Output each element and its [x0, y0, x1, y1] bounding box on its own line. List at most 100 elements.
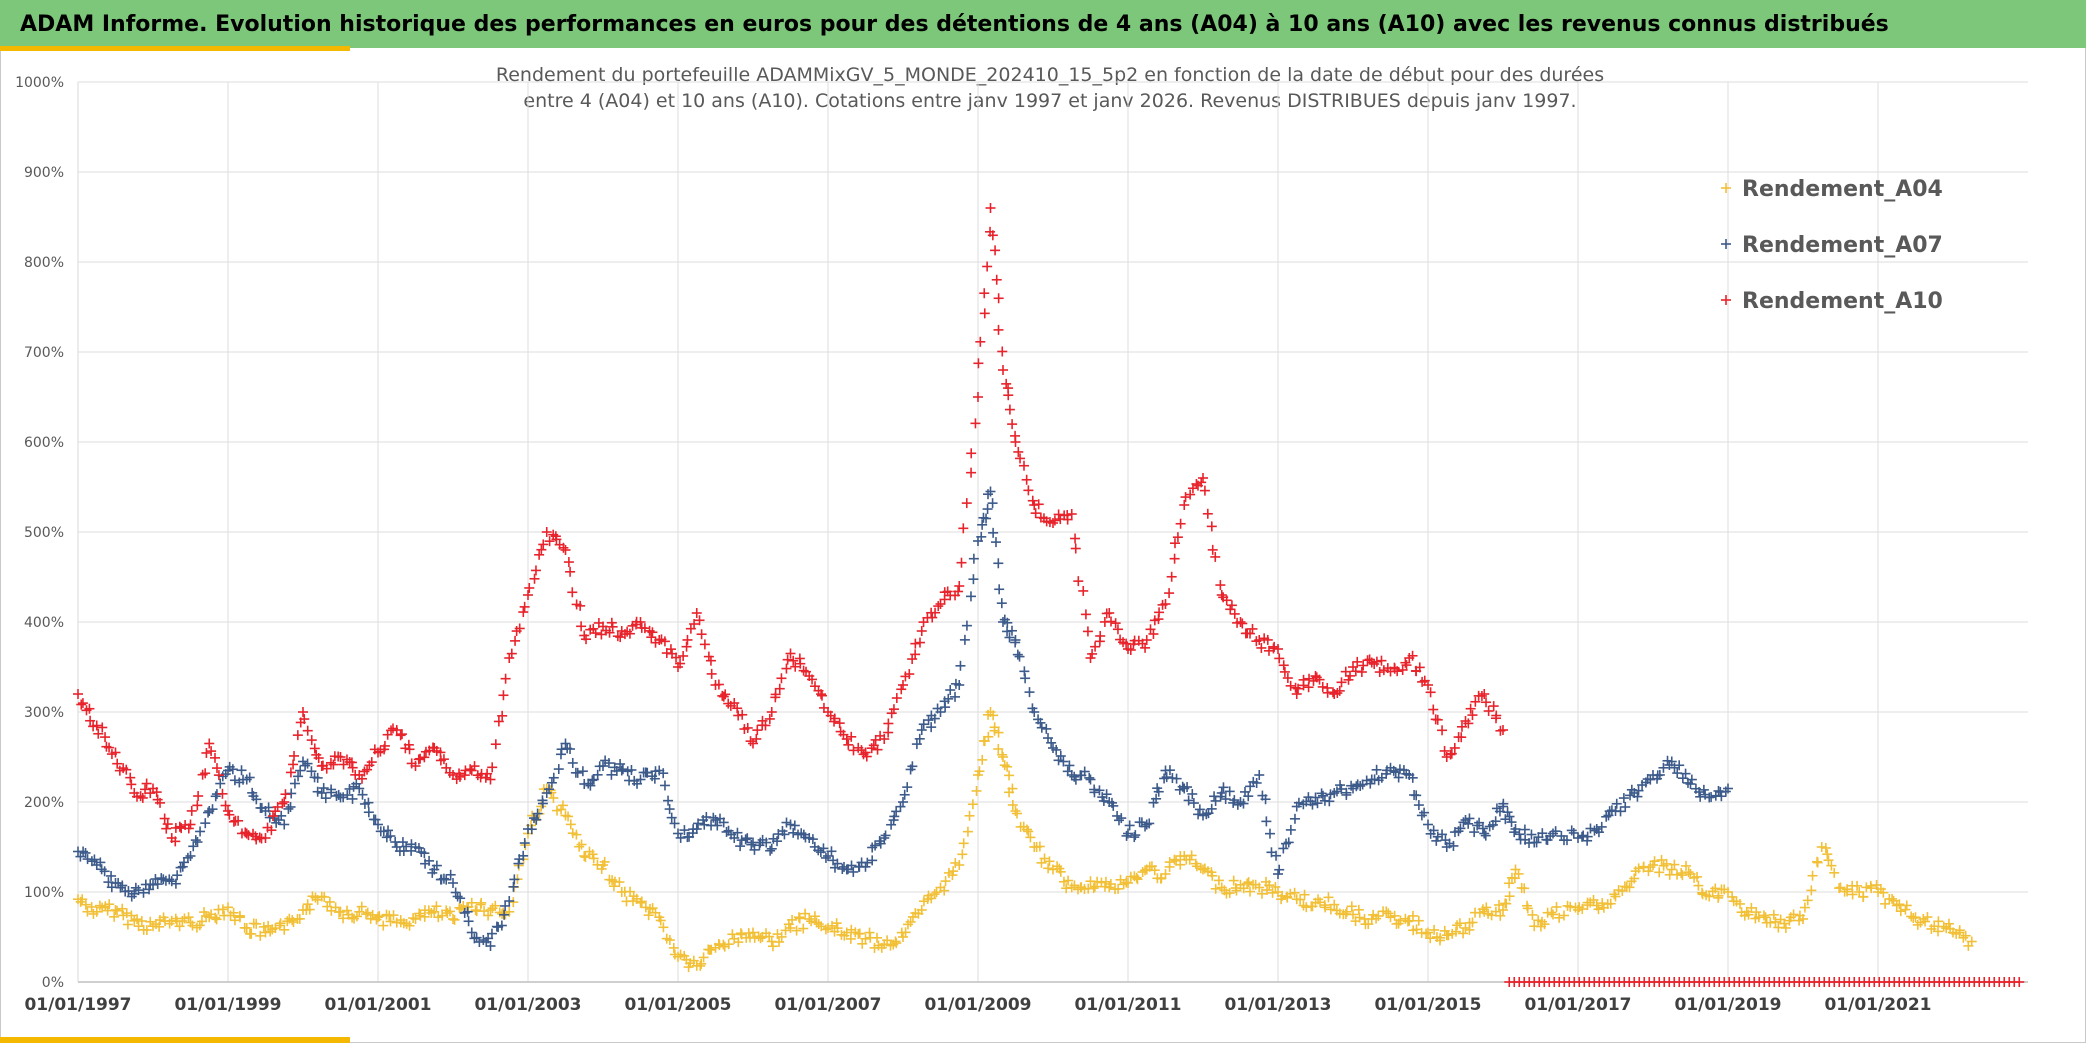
data-point [1798, 914, 1808, 924]
data-point-interp [735, 841, 746, 852]
data-point-interp [544, 784, 555, 795]
data-point-interp [1597, 898, 1608, 909]
data-point-interp [207, 804, 218, 815]
data-point-interp [1245, 886, 1256, 897]
data-point [1029, 707, 1040, 717]
data-point [1141, 635, 1152, 645]
y-tick-label: 300% [24, 705, 64, 721]
data-point-interp [363, 807, 374, 818]
data-point-interp [224, 809, 235, 820]
data-point-interp [519, 838, 530, 849]
data-point-interp [89, 854, 100, 865]
data-point-interp [470, 905, 481, 916]
data-point [1216, 788, 1227, 798]
data-point-interp [1618, 793, 1629, 804]
data-point-interp [940, 702, 951, 713]
data-point-interp [895, 801, 906, 812]
data-point-interp [1401, 660, 1412, 671]
data-point-interp [1299, 889, 1310, 900]
data-point-interp [1481, 697, 1492, 708]
data-point [1085, 774, 1096, 785]
data-point [598, 761, 608, 771]
data-point [841, 734, 852, 744]
data-point-interp [1588, 894, 1599, 905]
data-point [260, 927, 271, 938]
data-point-interp [1768, 909, 1779, 920]
data-point-interp [1802, 895, 1813, 906]
data-point-interp [910, 638, 921, 649]
data-point-interp [565, 819, 576, 830]
data-point-interp [328, 759, 339, 770]
data-point-interp [1199, 485, 1210, 496]
data-point-interp [126, 779, 137, 790]
data-point-interp [1411, 924, 1422, 935]
data-point-interp [580, 852, 591, 863]
data-point-interp [663, 795, 674, 806]
legend-label: Rendement_A04 [1742, 177, 1943, 202]
data-point-interp [658, 768, 669, 779]
data-point-interp [961, 498, 972, 509]
data-point-interp [294, 913, 305, 924]
y-tick-label: 800% [24, 255, 64, 271]
data-point-interp [669, 818, 680, 829]
data-point [691, 824, 702, 834]
data-point-interp [1129, 832, 1140, 843]
data-point-interp [1030, 508, 1041, 519]
data-point-interp [299, 714, 310, 725]
legend-marker [1721, 295, 1731, 305]
data-point-interp [1531, 837, 1542, 848]
data-point-interp [891, 693, 902, 704]
data-point-interp [175, 862, 186, 873]
data-point-interp [1603, 810, 1614, 821]
data-point-interp [1293, 797, 1304, 808]
data-point-interp [1194, 804, 1205, 815]
data-point [1479, 828, 1490, 839]
data-point-interp [499, 909, 510, 920]
data-point-interp [200, 818, 211, 829]
data-point-interp [1154, 607, 1165, 618]
data-point [1423, 927, 1433, 938]
data-point-interp [1693, 880, 1704, 891]
data-point-interp [1551, 901, 1562, 912]
data-point-interp [530, 565, 541, 576]
data-point-interp [567, 757, 578, 768]
data-point [485, 905, 496, 915]
y-tick-label: 500% [24, 525, 64, 541]
data-point-interp [940, 876, 951, 887]
data-point-interp [1568, 827, 1579, 838]
data-point-interp [1112, 810, 1123, 821]
data-point-interp [1242, 878, 1253, 889]
data-point-interp [867, 855, 878, 866]
data-point-interp [1550, 826, 1561, 837]
data-point-interp [313, 753, 324, 764]
data-point-interp [706, 668, 717, 679]
data-point-interp [675, 832, 686, 843]
series-Rendement_A04 [73, 707, 1977, 973]
data-point-interp [1680, 768, 1691, 779]
data-point-interp [1283, 837, 1294, 848]
data-point-interp [1238, 798, 1249, 809]
data-point [1010, 635, 1021, 645]
data-point-interp [1371, 656, 1382, 667]
data-point-interp [1251, 777, 1262, 788]
data-point [166, 876, 177, 887]
data-point-interp [1185, 489, 1196, 500]
data-point-interp [764, 713, 775, 724]
data-point-interp [1055, 866, 1066, 877]
data-point-interp [1371, 764, 1382, 775]
data-point-interp [1166, 571, 1177, 582]
data-point-interp [463, 916, 474, 927]
data-point-interp [1303, 682, 1314, 693]
data-point [935, 707, 946, 717]
data-point-interp [1274, 653, 1285, 664]
data-point-interp [988, 527, 999, 538]
data-point-interp [125, 772, 136, 783]
data-point-interp [1314, 674, 1325, 685]
data-point-interp [1716, 791, 1727, 802]
x-tick-label: 01/01/2015 [1374, 995, 1481, 1015]
data-point-interp [265, 926, 276, 937]
data-point-interp [196, 916, 207, 927]
data-point [1141, 819, 1152, 830]
data-point [354, 783, 365, 794]
data-point-interp [993, 727, 1004, 738]
